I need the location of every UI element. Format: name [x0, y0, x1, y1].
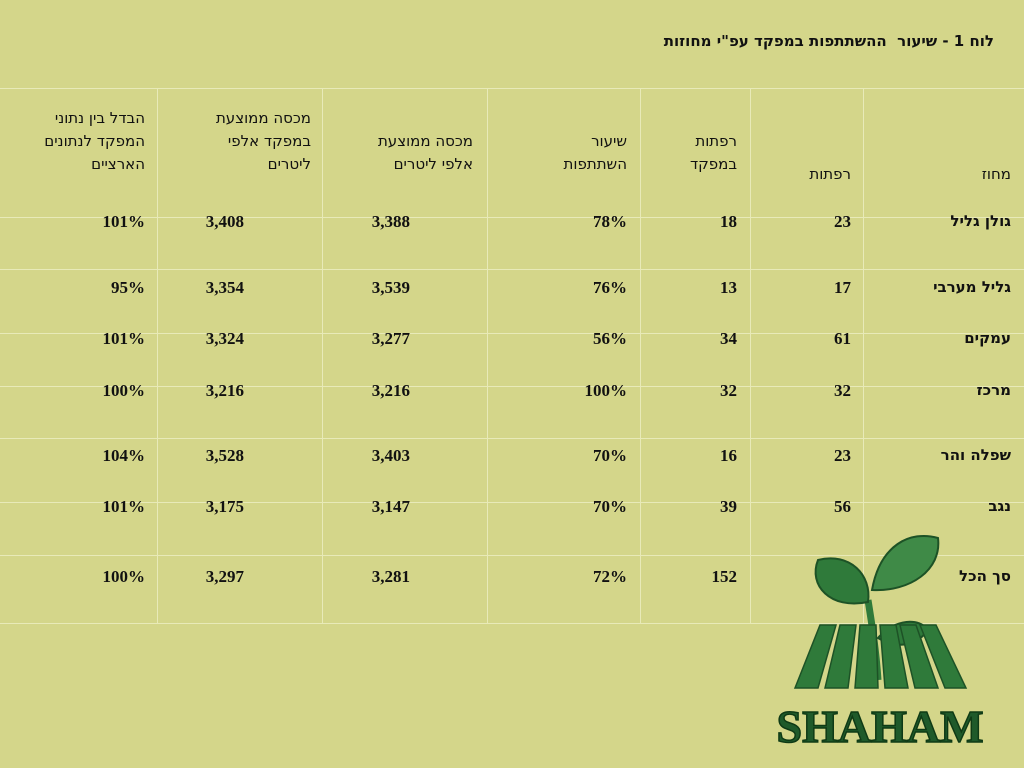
cell-difference: 100%	[102, 567, 146, 586]
cell-herds: 32	[834, 381, 851, 400]
cell-district: נגב	[988, 497, 1011, 515]
cell-herds-census: 18	[720, 212, 737, 231]
cell-avg-quota: 3,388	[371, 212, 410, 231]
cell-rate: 76%	[593, 278, 627, 297]
cell-avg-quota-census: 3,354	[205, 278, 244, 297]
cell-herds-census: 16	[720, 446, 737, 465]
cell-difference: 95%	[111, 278, 145, 297]
cell-herds: 17	[834, 278, 851, 297]
cell-rate: 78%	[593, 212, 627, 231]
header-participation-rate: שיעור השתתפות	[563, 132, 627, 173]
logo-leaf-right	[870, 534, 940, 592]
cell-district: גליל מערבי	[933, 278, 1011, 296]
cell-rate: 70%	[593, 446, 627, 465]
cell-rate: 70%	[593, 497, 627, 516]
cell-difference: 104%	[102, 446, 146, 465]
cell-difference: 100%	[102, 381, 146, 400]
cell-herds: 23	[834, 446, 851, 465]
header-herds-census: רפתות במפקד	[689, 132, 737, 173]
cell-avg-quota-census: 3,408	[205, 212, 244, 231]
cell-district: גולן גליל	[950, 212, 1011, 230]
cell-avg-quota: 3,147	[371, 497, 410, 516]
cell-herds: 61	[834, 329, 851, 348]
cell-herds-census: 13	[720, 278, 737, 297]
cell-rate: 72%	[593, 567, 627, 586]
cell-district-total: סך הכל	[959, 567, 1011, 585]
cell-avg-quota: 3,403	[371, 446, 410, 465]
cell-district: מרכז	[976, 381, 1011, 399]
cell-avg-quota-census: 3,216	[205, 381, 244, 400]
table-title: לוח 1 - שיעור ההשתתפות במפקד עפ"י מחוזות	[663, 32, 994, 50]
cell-avg-quota-census: 3,528	[205, 446, 244, 465]
cell-avg-quota: 3,216	[371, 381, 410, 400]
header-avg-quota: מכסה ממוצעת אלפי ליטרים	[377, 132, 473, 173]
shaham-logo: SHAHAM	[776, 534, 984, 753]
cell-avg-quota: 3,281	[371, 567, 410, 586]
header-difference: הבדל בין נתוני המפקד לנתונים הארציים	[44, 109, 145, 173]
logo-text: SHAHAM	[777, 701, 984, 752]
cell-herds-census: 152	[711, 567, 738, 586]
cell-rate: 56%	[593, 329, 627, 348]
cell-avg-quota-census: 3,297	[205, 567, 244, 586]
cell-avg-quota-census: 3,324	[205, 329, 244, 348]
cell-herds-census: 39	[720, 497, 737, 516]
cell-difference: 101%	[102, 212, 146, 231]
cell-avg-quota: 3,277	[371, 329, 410, 348]
cell-rate: 100%	[584, 381, 628, 400]
cell-difference: 101%	[102, 329, 146, 348]
cell-herds: 23	[834, 212, 851, 231]
cell-difference: 101%	[102, 497, 146, 516]
cell-avg-quota-census: 3,175	[205, 497, 244, 516]
cell-herds-census: 34	[720, 329, 737, 348]
cell-avg-quota: 3,539	[371, 278, 410, 297]
header-district: מחוז	[981, 165, 1011, 183]
logo-field	[793, 624, 968, 689]
cell-herds: 56	[834, 497, 851, 516]
cell-district: שפלה והר	[940, 446, 1011, 464]
header-avg-quota-census: מכסה ממוצעת במפקד אלפי ליטרים	[215, 109, 311, 173]
cell-district: עמקים	[964, 329, 1011, 347]
header-herds: רפתות	[809, 165, 851, 183]
logo-leaf-left	[814, 557, 870, 605]
cell-herds-census: 32	[720, 381, 737, 400]
